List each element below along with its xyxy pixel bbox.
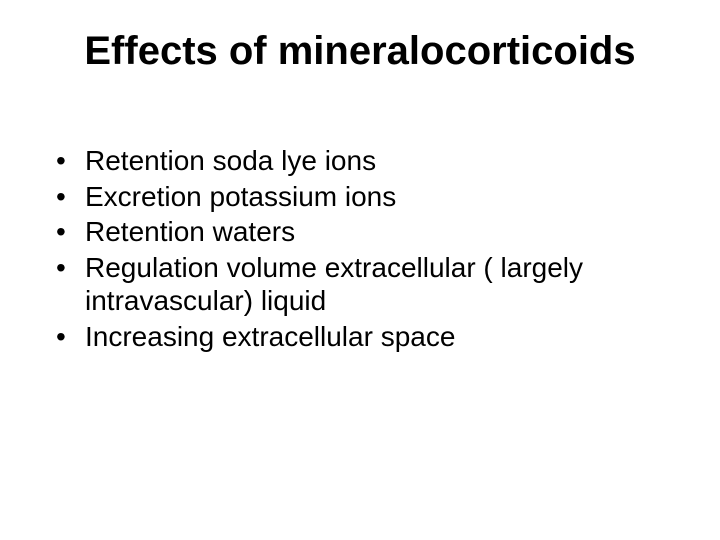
- bullet-list: Retention soda lye ions Excretion potass…: [40, 144, 680, 354]
- list-item: Retention soda lye ions: [50, 144, 680, 178]
- list-item: Excretion potassium ions: [50, 180, 680, 214]
- list-item: Retention waters: [50, 215, 680, 249]
- list-item: Regulation volume extracellular ( largel…: [50, 251, 680, 318]
- slide: Effects of mineralocorticoids Retention …: [0, 0, 720, 540]
- slide-title: Effects of mineralocorticoids: [40, 28, 680, 74]
- list-item: Increasing extracellular space: [50, 320, 680, 354]
